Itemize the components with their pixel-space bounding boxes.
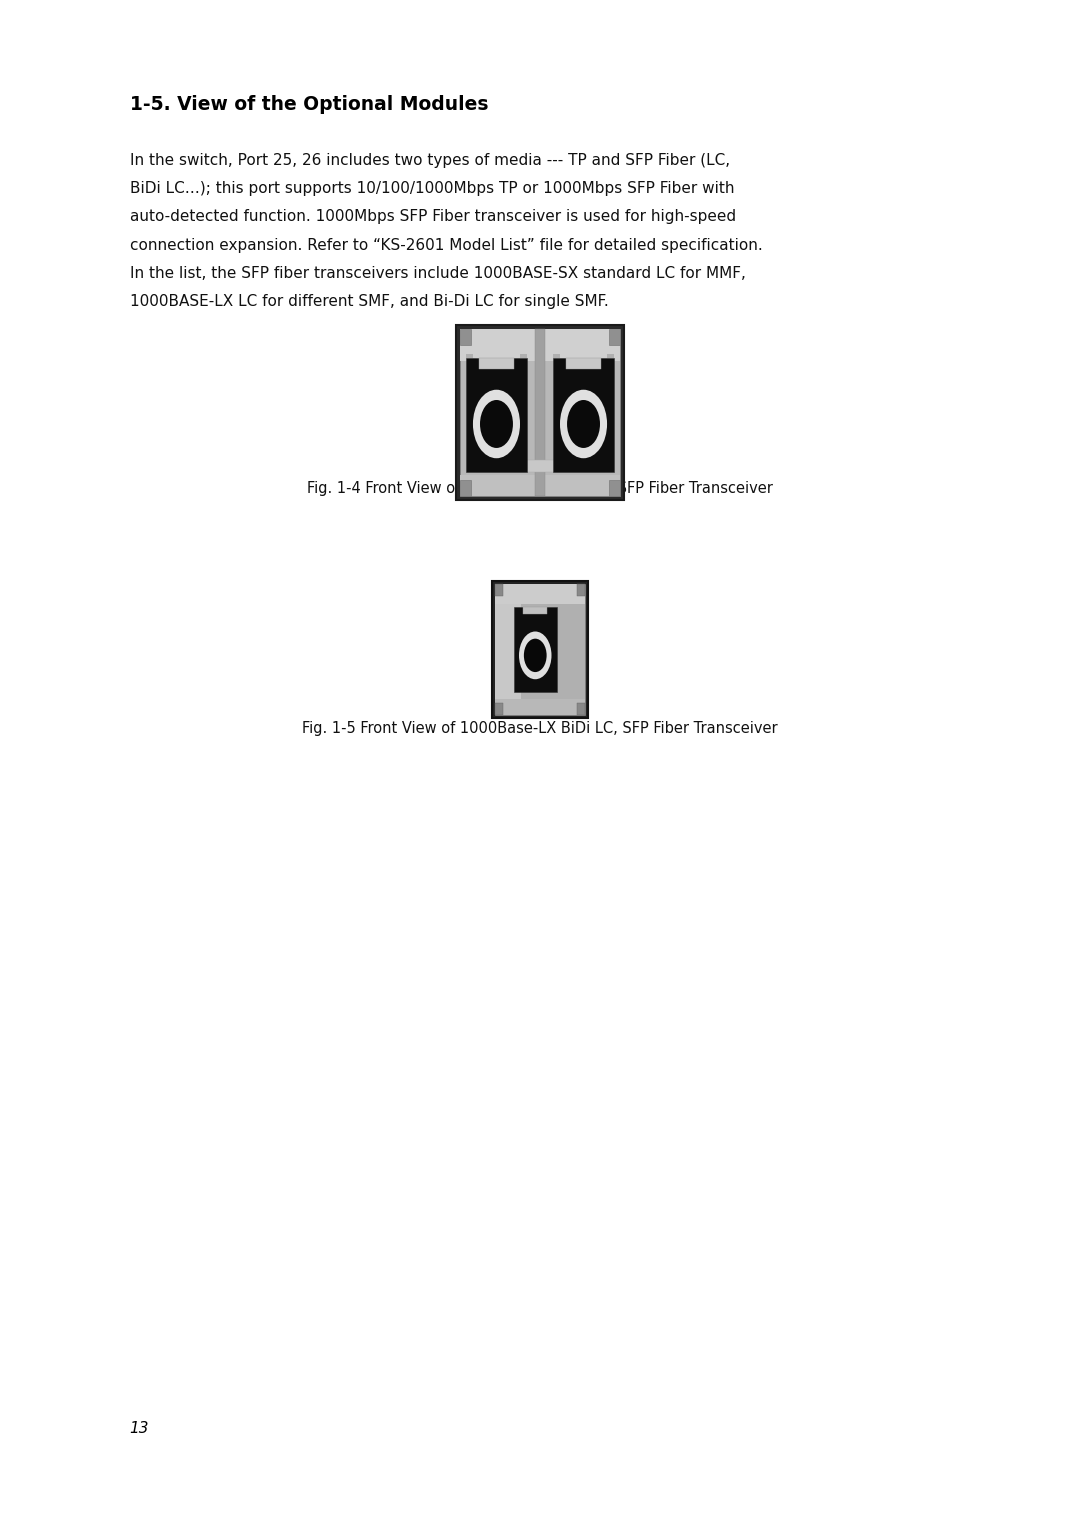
Ellipse shape	[561, 390, 607, 458]
Bar	[460, 330, 471, 345]
Bar	[607, 354, 615, 358]
Bar	[495, 604, 522, 698]
Text: auto-detected function. 1000Mbps SFP Fiber transceiver is used for high-speed: auto-detected function. 1000Mbps SFP Fib…	[130, 209, 735, 225]
Bar	[457, 325, 624, 501]
Ellipse shape	[524, 639, 546, 672]
Bar	[553, 354, 561, 358]
Bar	[465, 354, 473, 358]
Text: Fig. 1-4 Front View of 1000Base-SX/LX LC, SFP Fiber Transceiver: Fig. 1-4 Front View of 1000Base-SX/LX LC…	[307, 481, 773, 497]
Text: connection expansion. Refer to “KS-2601 Model List” file for detailed specificat: connection expansion. Refer to “KS-2601 …	[130, 237, 762, 252]
Bar	[495, 584, 585, 715]
Ellipse shape	[473, 390, 519, 458]
Bar	[460, 330, 620, 495]
Bar	[480, 358, 513, 370]
Ellipse shape	[480, 400, 513, 448]
Bar	[524, 607, 546, 614]
Bar	[519, 354, 527, 358]
Bar	[495, 703, 503, 715]
Bar	[567, 358, 600, 370]
Bar	[495, 698, 585, 715]
Bar	[577, 703, 585, 715]
Bar	[609, 480, 620, 495]
Bar	[495, 584, 585, 604]
Bar	[495, 584, 503, 596]
Bar	[492, 581, 588, 718]
Text: BiDi LC…); this port supports 10/100/1000Mbps TP or 1000Mbps SFP Fiber with: BiDi LC…); this port supports 10/100/100…	[130, 180, 734, 196]
Bar	[460, 480, 471, 495]
Text: 1000BASE-LX LC for different SMF, and Bi-Di LC for single SMF.: 1000BASE-LX LC for different SMF, and Bi…	[130, 293, 608, 309]
Text: In the switch, Port 25, 26 includes two types of media --- TP and SFP Fiber (LC,: In the switch, Port 25, 26 includes two …	[130, 153, 730, 168]
Bar	[553, 358, 615, 472]
Bar	[476, 460, 605, 472]
Bar	[465, 358, 527, 472]
Text: In the list, the SFP fiber transceivers include 1000BASE-SX standard LC for MMF,: In the list, the SFP fiber transceivers …	[130, 266, 745, 281]
Bar	[460, 330, 620, 361]
Text: 13: 13	[130, 1421, 149, 1436]
Bar	[460, 475, 620, 495]
Bar	[609, 330, 620, 345]
Ellipse shape	[567, 400, 600, 448]
Bar	[577, 584, 585, 596]
Bar	[514, 607, 556, 692]
Bar	[535, 330, 545, 495]
Ellipse shape	[519, 631, 552, 680]
Text: 1-5. View of the Optional Modules: 1-5. View of the Optional Modules	[130, 95, 488, 113]
Text: Fig. 1-5 Front View of 1000Base-LX BiDi LC, SFP Fiber Transceiver: Fig. 1-5 Front View of 1000Base-LX BiDi …	[302, 721, 778, 736]
